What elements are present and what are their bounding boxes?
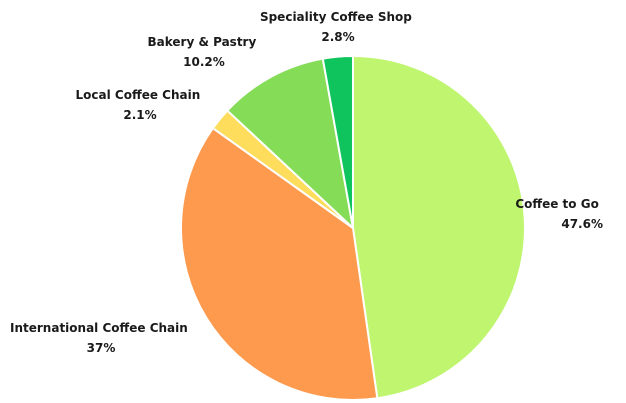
slice-label-international-coffee-chain: International Coffee Chain [10,321,188,335]
slice-value-coffee-to-go: 47.6% [561,217,603,231]
pie-slice-international-coffee-chain [180,127,379,401]
slice-label-bakery-pastry: Bakery & Pastry [148,35,257,49]
svg-text:International Coffee Chain: International Coffee Chain 37% [10,321,192,355]
pie-slice-speciality-coffee-shop [321,55,354,229]
slice-label-speciality-coffee-shop: Speciality Coffee Shop [260,10,412,24]
slice-value-speciality-coffee-shop: 2.8% [321,30,354,44]
slice-value-local-coffee-chain: 2.1% [123,108,156,122]
slice-value-international-coffee-chain: 37% [87,341,116,355]
pie-slice-bakery-pastry [226,57,354,229]
slice-label-local-coffee-chain: Local Coffee Chain [76,88,201,102]
svg-text:Coffee to Go 47.6%: Coffee to Go 47.6% [515,197,603,231]
pie-slices [180,55,526,401]
svg-text:Speciality Coffee Shop 2.8: Speciality Coffee Shop 2.8% [260,10,416,44]
svg-text:Local Coffee Chain 2.1%: Local Coffee Chain 2.1% [76,88,205,122]
svg-text:Bakery & Pastry 10.2%: Bakery & Pastry 10.2% [148,35,261,69]
slice-label-coffee-to-go: Coffee to Go [515,197,598,211]
slice-value-bakery-pastry: 10.2% [183,55,225,69]
pie-slice-coffee-to-go [352,55,526,400]
